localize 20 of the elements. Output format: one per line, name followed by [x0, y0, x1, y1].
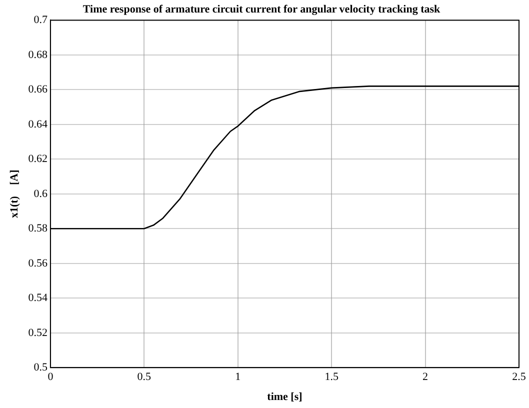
y-tick-label: 0.52 [28, 326, 48, 339]
x-tick-label: 2.5 [512, 371, 526, 384]
y-tick-label: 0.7 [34, 14, 48, 26]
x-tick-label: 0.5 [137, 371, 152, 384]
chart-title: Time response of armature circuit current for angular velocity tracking task [82, 3, 441, 16]
y-tick-label: 0.5 [34, 361, 48, 374]
x-tick-label: 0 [48, 371, 54, 384]
y-tick-label: 0.6 [34, 188, 48, 200]
y-tick-label: 0.66 [28, 84, 48, 96]
y-tick-label: 0.68 [28, 48, 48, 61]
y-tick-label: 0.54 [28, 292, 48, 304]
x-tick-label: 1.5 [324, 371, 339, 384]
x-tick-label: 1 [235, 371, 241, 384]
y-tick-label: 0.56 [28, 257, 48, 270]
y-axis-title: x1(t) [A] [8, 170, 20, 218]
y-tick-label: 0.58 [28, 222, 48, 235]
x-tick-label: 2 [422, 371, 428, 384]
x-axis-title: time [s] [267, 391, 302, 404]
y-tick-label: 0.64 [28, 118, 48, 130]
y-tick-label: 0.62 [28, 153, 48, 166]
